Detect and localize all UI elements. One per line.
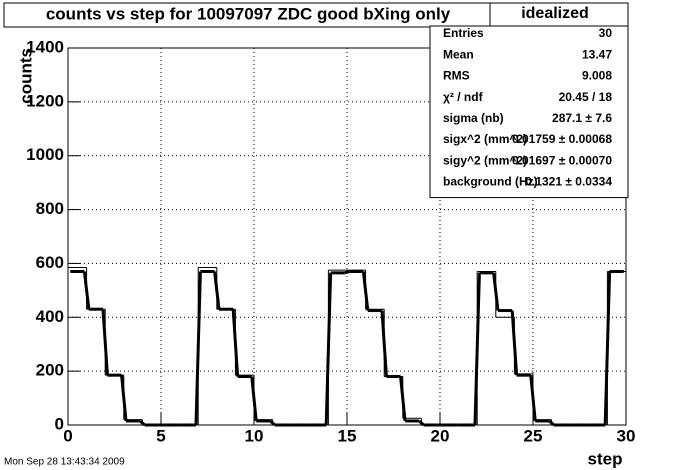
y-tick-label: 800 <box>36 199 64 218</box>
step-connector <box>344 270 350 275</box>
chart-title: counts vs step for 10097097 ZDC good bXi… <box>46 4 451 23</box>
step-connector <box>269 419 276 427</box>
step-connector <box>194 271 202 426</box>
footer-date: Mon Sep 28 13:43:34 2009 <box>4 457 125 468</box>
step-connector <box>250 376 258 422</box>
step-connector <box>324 272 333 426</box>
stats-label: Mean <box>443 47 474 61</box>
step-connector <box>82 271 91 310</box>
stats-label: χ² / ndf <box>443 90 484 104</box>
stats-value: 9.008 <box>582 69 612 83</box>
step-connector <box>492 272 500 311</box>
step-connector <box>473 272 481 426</box>
stats-value: 287.1 ± 7.6 <box>552 111 612 125</box>
y-tick-label: 0 <box>55 414 64 433</box>
stats-label: sigma (nb) <box>443 111 504 125</box>
step-connector <box>231 309 240 377</box>
x-tick-label: 25 <box>524 426 543 445</box>
y-tick-label: 1400 <box>26 37 64 56</box>
x-tick-label: 5 <box>156 426 165 445</box>
step-connector <box>548 419 555 427</box>
y-tick-label: 400 <box>36 307 64 326</box>
step-connector <box>380 310 388 377</box>
x-tick-label: 10 <box>245 426 264 445</box>
step-connector <box>399 376 407 422</box>
x-tick-label: 15 <box>338 426 357 445</box>
stats-value: 0.1321 ± 0.0334 <box>525 175 612 189</box>
y-tick-label: 200 <box>36 361 64 380</box>
step-connector <box>139 419 146 427</box>
y-tick-label: 1000 <box>26 145 64 164</box>
stats-label: background (Hz) <box>443 175 538 189</box>
title-box <box>3 2 493 28</box>
x-axis-label: step <box>588 449 623 468</box>
x-tick-label: 20 <box>431 426 450 445</box>
stats-label: Entries <box>443 26 484 40</box>
stats-label: sigx^2 (mm^2) <box>443 132 527 146</box>
stats-value: 20.45 / 18 <box>559 90 613 104</box>
x-tick-label: 30 <box>617 426 636 445</box>
step-connector <box>101 309 109 376</box>
step-connector <box>361 271 370 311</box>
stats-label: sigy^2 (mm^2) <box>443 153 527 167</box>
stats-value: 13.47 <box>582 47 612 61</box>
step-connector <box>510 310 519 376</box>
step-connector <box>120 375 128 422</box>
stats-title: idealized <box>521 5 589 22</box>
step-connector <box>213 271 221 310</box>
stats-value: 0.01759 ± 0.00068 <box>512 132 612 146</box>
step-connector <box>418 419 425 427</box>
y-axis-label: counts <box>16 48 35 104</box>
stats-label: RMS <box>443 69 470 83</box>
step-connector <box>603 271 612 426</box>
y-tick-label: 600 <box>36 253 64 272</box>
x-tick-label: 0 <box>63 426 72 445</box>
step-connector <box>529 375 537 422</box>
stats-value: 30 <box>599 26 613 40</box>
stats-box <box>429 25 629 199</box>
stats-value: 0.01697 ± 0.00070 <box>512 153 612 167</box>
y-tick-label: 1200 <box>26 91 64 110</box>
